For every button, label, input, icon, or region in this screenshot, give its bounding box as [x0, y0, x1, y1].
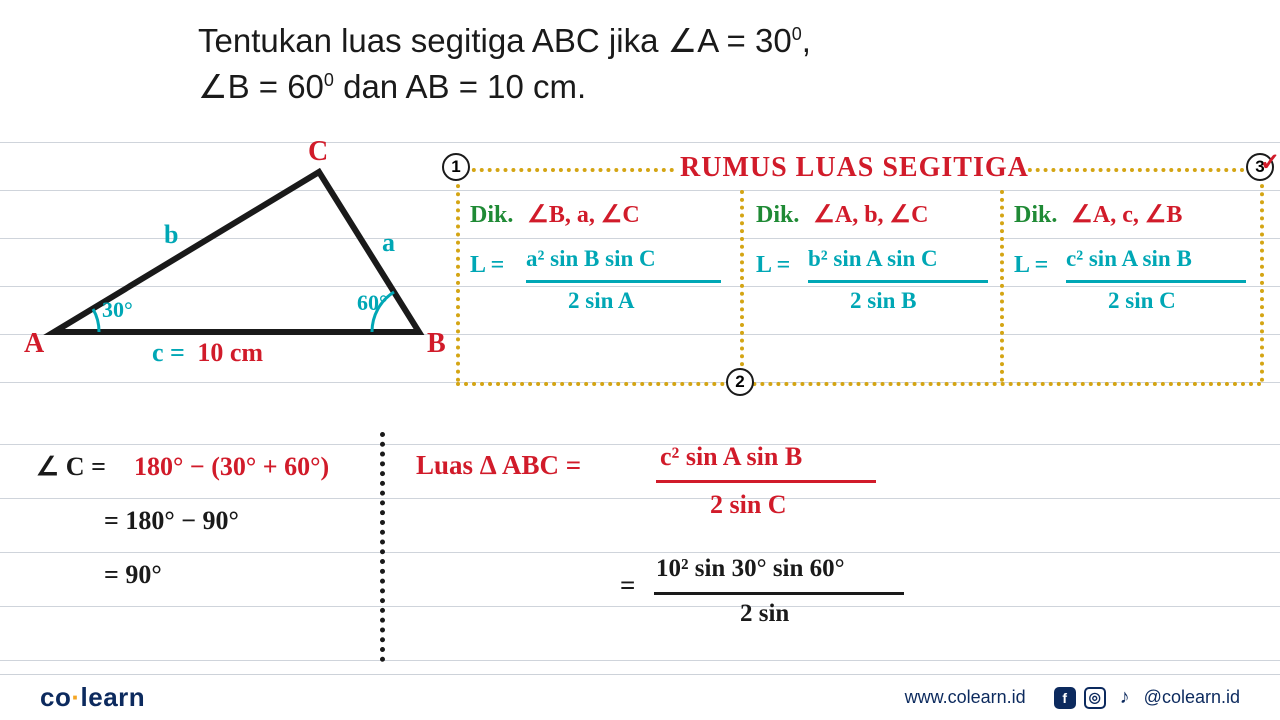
box-border-right	[1260, 168, 1264, 382]
col3-dik-label: Dik.	[1014, 202, 1057, 228]
col1-L: L =	[470, 252, 504, 279]
col2-dik-vars: ∠A, b, ∠C	[813, 202, 928, 228]
vertex-c-label: C	[308, 136, 328, 168]
work-right-frac2	[654, 592, 904, 595]
problem-line1-post: ,	[802, 22, 811, 59]
problem-line1-deg: 0	[792, 24, 802, 44]
problem-line1-angle: ∠A = 30	[668, 22, 792, 59]
vertex-a-label: A	[24, 328, 44, 360]
work-divider	[380, 432, 385, 662]
logo-part-b: learn	[81, 682, 146, 712]
checkmark-icon: ✓	[1260, 148, 1280, 177]
col1-dik-label: Dik.	[470, 202, 513, 228]
formula-box-title: RUMUS LUAS SEGITIGA	[680, 152, 1029, 184]
work-right-den2: 2 sin	[740, 600, 789, 628]
problem-line2-a: ∠B = 60	[198, 68, 324, 105]
problem-line1-pre: Tentukan luas segitiga ABC jika	[198, 22, 668, 59]
problem-line2-mid: dan AB = 10 cm.	[334, 68, 586, 105]
problem-line2-deg: 0	[324, 70, 334, 90]
col3-dik-vars: ∠A, c, ∠B	[1071, 202, 1182, 228]
social-icons: f ◎ ♪ @colearn.id	[1054, 687, 1240, 709]
work-right-num1: c² sin A sin B	[660, 442, 802, 472]
triangle-diagram: A B C b a 30° 60° c = 10 cm	[24, 142, 444, 377]
brand-logo: co·learn	[40, 682, 145, 713]
circle-marker-2: 2	[726, 368, 754, 396]
work-right-frac1	[656, 480, 876, 483]
circle-marker-1: 1	[442, 153, 470, 181]
work-right-head: Luas Δ ABC =	[416, 450, 581, 481]
circle-2-text: 2	[735, 372, 744, 392]
facebook-icon: f	[1054, 687, 1076, 709]
work-right-eq2: =	[620, 570, 635, 601]
col3-den: 2 sin C	[1108, 288, 1176, 314]
box-divider-2	[1000, 190, 1004, 382]
col1-num: a² sin B sin C	[526, 246, 656, 272]
col2-dik-label: Dik.	[756, 202, 799, 228]
footer-handle: @colearn.id	[1144, 687, 1240, 708]
col1-dik: Dik. ∠B, a, ∠C	[470, 200, 640, 229]
col2-L: L =	[756, 252, 790, 279]
col3-L: L =	[1014, 252, 1048, 279]
instagram-icon: ◎	[1084, 687, 1106, 709]
circle-1-text: 1	[451, 157, 460, 177]
vertex-b-label: B	[427, 328, 446, 360]
footer-url: www.colearn.id	[905, 687, 1026, 708]
work-left-l2: = 180° − 90°	[104, 506, 239, 536]
problem-statement: Tentukan luas segitiga ABC jika ∠A = 300…	[198, 18, 1128, 110]
col1-dik-vars: ∠B, a, ∠C	[527, 202, 639, 228]
side-a-label: a	[382, 228, 395, 258]
box-border-left	[456, 168, 460, 382]
footer-right: www.colearn.id f ◎ ♪ @colearn.id	[905, 687, 1240, 709]
col1-den: 2 sin A	[568, 288, 634, 314]
col2-fracline	[808, 280, 988, 283]
work-right-num2: 10² sin 30° sin 60°	[656, 555, 845, 583]
box-border-top-right	[1020, 168, 1260, 172]
box-border-top-left	[456, 168, 674, 172]
footer-bar: co·learn www.colearn.id f ◎ ♪ @colearn.i…	[0, 674, 1280, 720]
col3-num: c² sin A sin B	[1066, 246, 1192, 272]
col2-den: 2 sin B	[850, 288, 916, 314]
side-c-label: c =	[152, 338, 185, 367]
col3-dik: Dik. ∠A, c, ∠B	[1014, 200, 1182, 229]
tiktok-icon: ♪	[1114, 687, 1136, 709]
logo-part-a: co	[40, 682, 71, 712]
work-left-l3: = 90°	[104, 560, 162, 590]
angle-b-label: 60°	[357, 290, 388, 316]
col2-num: b² sin A sin C	[808, 246, 938, 272]
work-left-l1b: 180° − (30° + 60°)	[134, 452, 329, 482]
work-left-l1a: ∠ C =	[36, 452, 106, 482]
box-border-bottom	[456, 382, 1262, 386]
angle-a-label: 30°	[102, 297, 133, 323]
col2-dik: Dik. ∠A, b, ∠C	[756, 200, 928, 229]
side-c-wrap: c = 10 cm	[152, 338, 263, 368]
logo-dot: ·	[71, 682, 80, 712]
side-c-value: 10 cm	[197, 338, 263, 367]
col3-fracline	[1066, 280, 1246, 283]
col1-fracline	[526, 280, 721, 283]
side-b-label: b	[164, 220, 178, 250]
box-divider-1	[740, 190, 744, 382]
work-right-den1: 2 sin C	[710, 490, 787, 520]
